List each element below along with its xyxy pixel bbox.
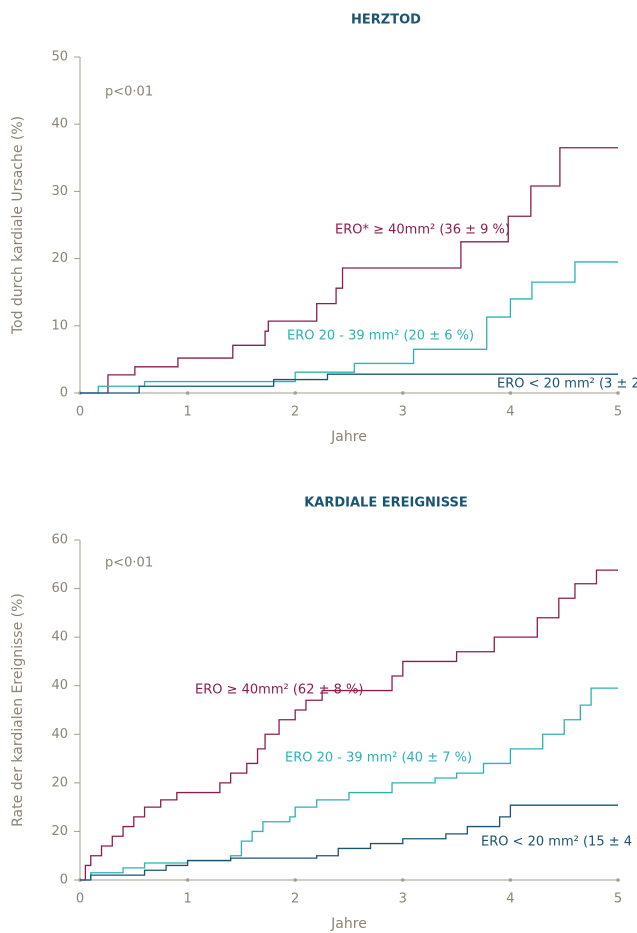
annotation: p<0·01 — [105, 556, 153, 571]
chart: KARDIALE EREIGNISSE 0 20 20 40 40 40 60 60 0 1 2 3 4 5… — [10, 496, 637, 933]
step-line — [80, 147, 618, 394]
x-tick — [293, 391, 298, 395]
x-tick-label: 4 — [506, 892, 514, 907]
y-tick-label: 0 — [60, 386, 68, 401]
series-label: ERO ≥ 40mm² (62 ± 8 %) — [195, 683, 363, 698]
x-tick-label: 5 — [614, 892, 622, 907]
series-label: ERO < 20 mm² (3 ± 2 %) — [497, 377, 637, 392]
x-tick — [616, 391, 620, 395]
y-tick-label: 20 — [51, 775, 68, 790]
x-tick-label: 0 — [76, 405, 84, 420]
x-tick — [293, 878, 298, 882]
y-tick-label: 0 — [60, 873, 68, 888]
series-label: ERO 20 - 39 mm² (20 ± 6 %) — [287, 329, 474, 344]
x-tick-label: 2 — [291, 405, 299, 420]
x-tick-label: 4 — [506, 405, 514, 420]
y-tick-label: 50 — [51, 50, 68, 65]
x-axis-label: Jahre — [330, 916, 367, 932]
y-tick-label: 40 — [51, 117, 68, 132]
chart-title: HERZTOD — [351, 13, 421, 28]
step-line — [80, 687, 618, 881]
step-line — [80, 373, 618, 394]
annotation: p<0·01 — [105, 85, 153, 100]
x-tick — [508, 878, 513, 882]
y-tick-label: 60 — [51, 581, 68, 596]
x-tick-label: 1 — [183, 892, 191, 907]
series-label: ERO 20 - 39 mm² (40 ± 7 %) — [285, 751, 472, 766]
y-tick-label: 60 — [51, 533, 68, 548]
x-tick — [401, 878, 405, 882]
x-tick — [508, 391, 513, 395]
step-line — [80, 804, 618, 881]
x-tick-label: 1 — [183, 405, 191, 420]
y-tick-label: 30 — [51, 184, 68, 199]
step-line — [80, 569, 618, 881]
y-tick-label: 40 — [51, 630, 68, 645]
x-tick — [401, 391, 405, 395]
x-tick-label: 0 — [76, 892, 84, 907]
x-tick-label: 3 — [399, 405, 407, 420]
series-label: ERO* ≥ 40mm² (36 ± 9 %) — [335, 223, 510, 238]
x-tick — [616, 878, 620, 882]
x-tick-label: 2 — [291, 892, 299, 907]
step-line — [80, 261, 618, 394]
x-tick-label: 3 — [399, 892, 407, 907]
x-axis-label: Jahre — [330, 429, 367, 445]
y-axis-label: Rate der kardialen Ereignisse (%) — [10, 593, 26, 827]
x-tick-label: 5 — [614, 405, 622, 420]
chart: HERZTOD 0 10 20 30 40 50 0 1 2 3 4 5 Jahre Tod durch k… — [10, 13, 637, 446]
y-tick-label: 10 — [51, 318, 68, 333]
x-tick — [185, 391, 190, 395]
series-label: ERO < 20 mm² (15 ± 4 %) — [481, 835, 637, 850]
y-tick-label: 20 — [51, 251, 68, 266]
y-tick-label: 40 — [51, 727, 68, 742]
y-tick-label: 20 — [51, 824, 68, 839]
y-tick-label: 40 — [51, 678, 68, 693]
x-tick — [185, 878, 190, 882]
y-axis-label: Tod durch kardiale Ursache (%) — [10, 116, 26, 335]
chart-title: KARDIALE EREIGNISSE — [304, 496, 468, 511]
